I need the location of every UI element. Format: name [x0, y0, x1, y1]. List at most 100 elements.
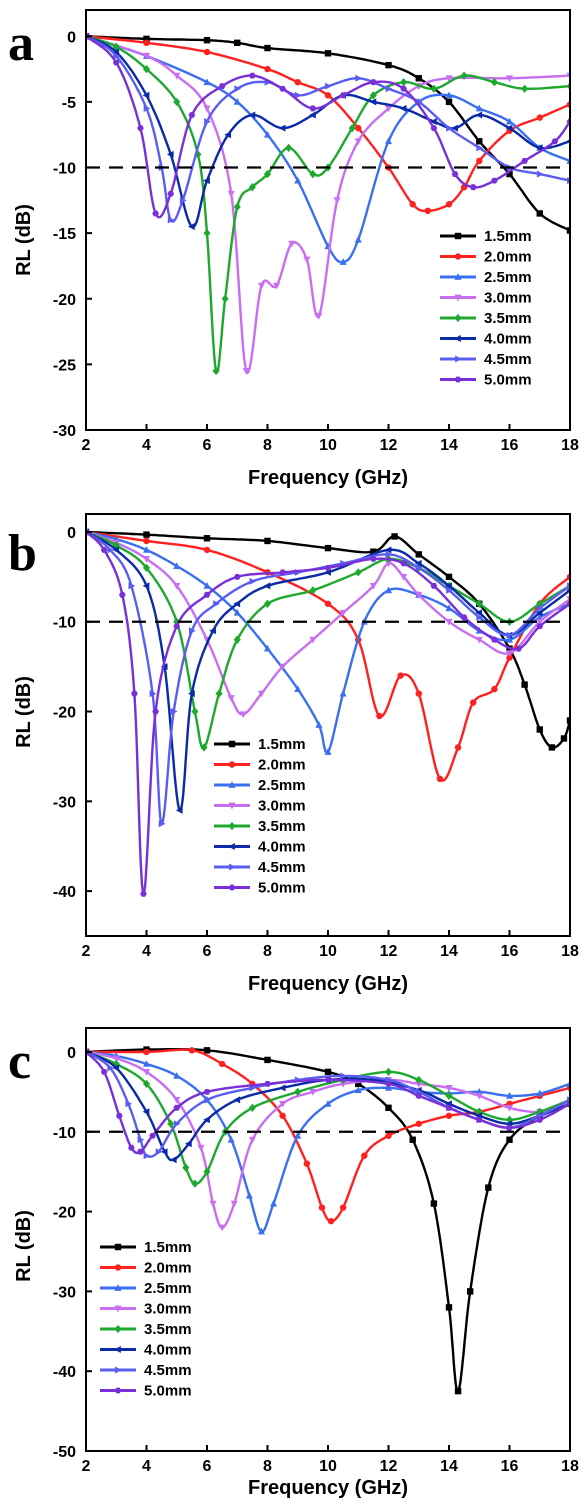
data-point-4.5mm-1 [107, 1064, 115, 1072]
data-point-5.0mm-5 [149, 1132, 156, 1139]
data-point-5.0mm-6 [173, 1104, 181, 1111]
x-tick-label: 8 [263, 437, 272, 454]
data-point-4.5mm-4 [167, 216, 175, 224]
data-point-4.0mm-7 [248, 111, 256, 119]
data-point-4.0mm-12 [399, 104, 407, 112]
y-tick-label: -10 [53, 161, 76, 178]
series-line-3.0mm [86, 530, 570, 716]
data-point-3.5mm-5 [200, 743, 208, 752]
data-point-2.5mm-2 [142, 546, 151, 553]
legend-entry-4.0mm: 4.0mm [484, 331, 532, 348]
data-point-2.5mm-8 [270, 1199, 278, 1207]
data-point-3.0mm-7 [230, 1200, 238, 1208]
data-point-3.0mm-3 [173, 582, 181, 590]
legend-entry-3.5mm: 3.5mm [258, 818, 306, 835]
data-point-2.5mm-3 [173, 1072, 181, 1079]
data-point-2.0mm-10 [454, 744, 462, 751]
data-point-2.5mm-9 [384, 137, 393, 145]
chart-panel-c: 2 4 6 8 10 12 14 16 18 0 -10 -20 -30 -40 -50 Frequency … [8, 1027, 579, 1499]
legend-marker-4.5mm [115, 1366, 122, 1374]
legend-marker-2.5mm [228, 781, 236, 788]
x-tick-label: 14 [440, 437, 458, 454]
data-point-3.0mm-1 [112, 1055, 120, 1063]
legend-entry-3.5mm: 3.5mm [484, 310, 532, 327]
data-point-4.5mm-1 [113, 52, 121, 60]
data-point-2.5mm-3 [233, 98, 241, 105]
data-point-2.0mm-10 [361, 1152, 368, 1159]
data-point-5.0mm-7 [203, 591, 211, 598]
x-tick-label: 4 [142, 437, 151, 454]
data-point-5.0mm-1 [100, 547, 108, 553]
y-tick-label: -30 [53, 423, 76, 440]
data-point-4.0mm-6 [203, 1116, 210, 1124]
data-point-2.0mm-14 [536, 114, 543, 121]
panel-label: c [8, 1033, 31, 1090]
data-point-2.0mm-2 [203, 48, 211, 56]
data-point-5.0mm-12 [400, 85, 407, 92]
data-point-4.0mm-6 [209, 627, 216, 635]
data-point-5.0mm-3 [131, 690, 138, 697]
series-1.5mm [86, 33, 570, 234]
legend-entry-1.5mm: 1.5mm [484, 228, 532, 245]
data-point-3.5mm-12 [415, 1075, 423, 1085]
data-point-5.0mm-12 [400, 560, 407, 567]
data-point-1.5mm-3 [264, 1056, 271, 1064]
data-point-3.0mm-6 [257, 282, 265, 290]
data-point-5.0mm-5 [188, 112, 196, 118]
series-3.0mm [86, 529, 570, 719]
x-tick-label: 16 [501, 1458, 519, 1475]
data-point-2.5mm-17 [536, 1089, 544, 1097]
data-point-3.0mm-14 [415, 591, 423, 599]
x-axis-title: Frequency (GHz) [248, 1477, 408, 1499]
data-point-5.0mm-8 [233, 573, 241, 580]
data-point-3.5mm-11 [384, 1067, 393, 1077]
data-point-3.5mm-9 [294, 1087, 302, 1097]
legend-marker-4.5mm [229, 863, 236, 871]
data-point-1.5mm-11 [536, 210, 543, 217]
data-point-4.0mm-1 [112, 546, 120, 554]
data-point-4.0mm-8 [263, 582, 271, 590]
data-point-4.0mm-10 [384, 546, 392, 554]
data-point-3.5mm-8 [248, 1103, 256, 1112]
series-line-3.5mm [86, 530, 570, 749]
data-point-2.5mm-16 [505, 1091, 514, 1099]
series-line-5.0mm [86, 35, 570, 219]
data-point-2.0mm-7 [318, 1204, 326, 1211]
data-point-3.5mm-7 [233, 635, 241, 644]
data-point-2.5mm-3 [173, 562, 181, 569]
x-tick-label: 18 [561, 1458, 579, 1475]
data-point-4.5mm-11 [385, 550, 393, 558]
data-point-3.5mm-10 [354, 568, 362, 577]
data-point-1.5mm-4 [324, 544, 332, 552]
data-point-3.0mm-13 [384, 105, 393, 113]
data-point-2.0mm-12 [491, 685, 498, 693]
data-point-3.0mm-7 [257, 690, 265, 698]
y-tick-label: -40 [53, 884, 76, 901]
data-point-4.0mm-1 [112, 48, 120, 56]
data-point-2.0mm-2 [188, 1047, 196, 1054]
data-point-3.5mm-12 [309, 169, 317, 179]
data-point-2.5mm-12 [475, 104, 483, 112]
data-point-3.5mm-10 [263, 169, 272, 179]
legend: 1.5mm 2.0mm 2.5mm 3.0mm 3.5mm 4.0mm 4.5mm 5.0mm [440, 228, 532, 389]
data-point-1.5mm-7 [415, 551, 422, 558]
legend-entry-1.5mm: 1.5mm [258, 736, 306, 753]
data-point-5.0mm-4 [167, 190, 175, 197]
data-point-5.0mm-10 [339, 92, 347, 99]
data-point-3.0mm-3 [173, 1096, 181, 1104]
series-5.0mm [86, 33, 570, 219]
legend-marker-4.0mm [228, 842, 235, 851]
series-5.0mm [86, 529, 570, 897]
legend-entry-4.5mm: 4.5mm [484, 351, 532, 368]
data-point-2.0mm-5 [279, 1112, 286, 1119]
data-point-3.0mm-8 [288, 240, 296, 248]
data-point-1.5mm-6 [385, 1104, 392, 1112]
data-point-5.0mm-13 [430, 582, 438, 589]
data-point-3.5mm-13 [445, 1091, 453, 1100]
data-point-3.0mm-5 [209, 1200, 217, 1208]
y-tick-label: -20 [53, 292, 76, 309]
data-point-5.0mm-17 [521, 158, 528, 164]
data-point-4.5mm-5 [155, 1148, 163, 1156]
data-point-5.0mm-4 [137, 1148, 144, 1155]
x-tick-label: 2 [82, 1458, 91, 1475]
